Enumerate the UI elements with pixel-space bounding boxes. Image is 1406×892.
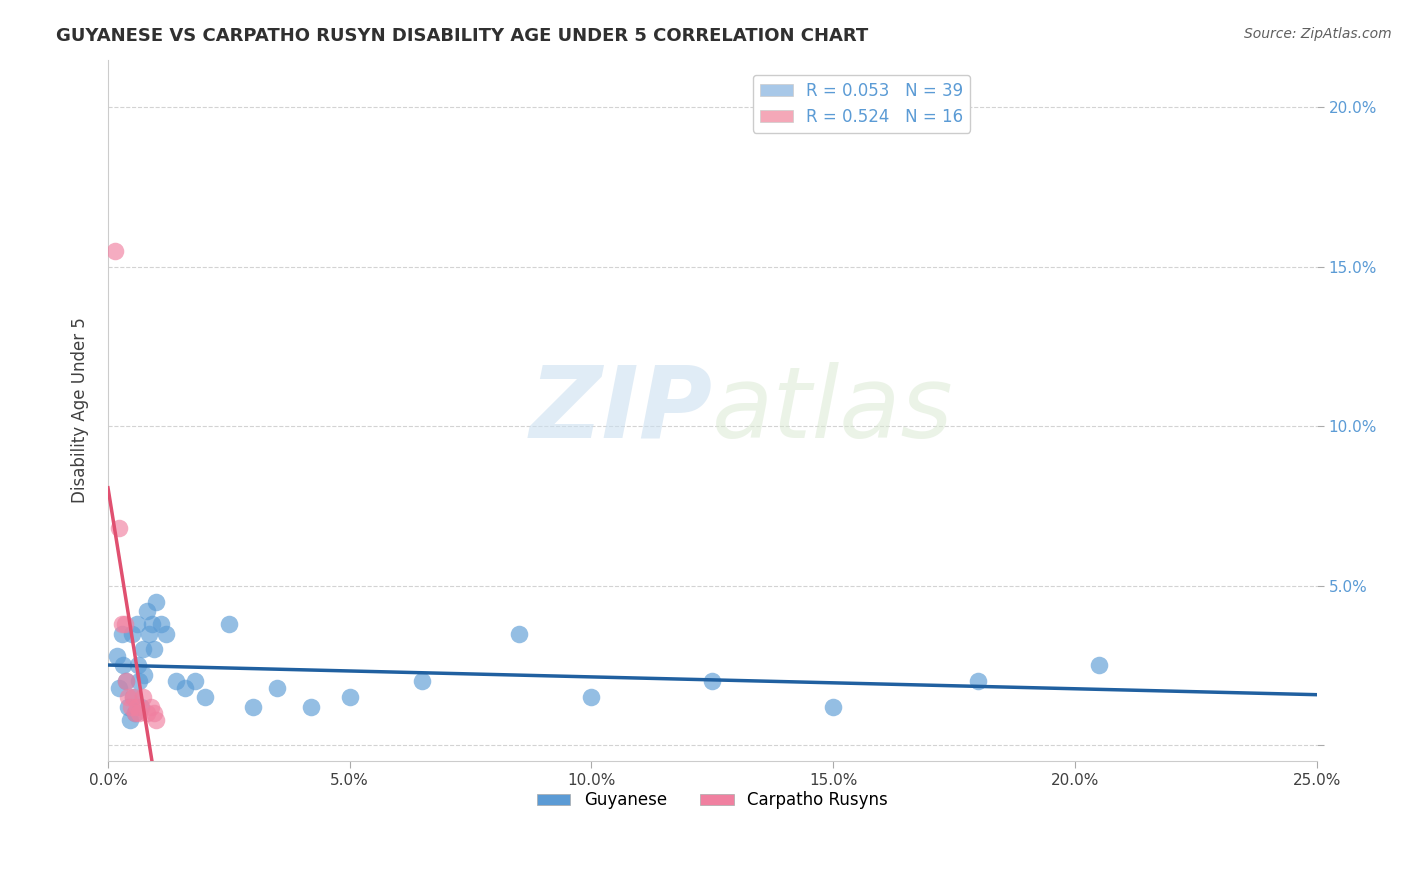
Point — [299, 699, 322, 714]
Point — [134, 668, 156, 682]
Point — [110, 617, 132, 632]
Point — [1088, 658, 1111, 673]
Point — [194, 690, 217, 705]
Point — [165, 674, 187, 689]
Point — [122, 690, 145, 705]
Point — [125, 699, 148, 714]
Text: atlas: atlas — [713, 362, 955, 458]
Point — [174, 681, 197, 695]
Point — [142, 642, 165, 657]
Point — [122, 690, 145, 705]
Point — [117, 699, 139, 714]
Point — [339, 690, 361, 705]
Point — [184, 674, 207, 689]
Point — [508, 626, 530, 640]
Point — [139, 699, 162, 714]
Point — [135, 706, 157, 721]
Point — [115, 674, 138, 689]
Point — [145, 594, 167, 608]
Y-axis label: Disability Age Under 5: Disability Age Under 5 — [72, 318, 89, 503]
Point — [132, 642, 155, 657]
Legend: Guyanese, Carpatho Rusyns: Guyanese, Carpatho Rusyns — [530, 785, 894, 816]
Point — [128, 674, 150, 689]
Point — [138, 626, 160, 640]
Point — [118, 713, 141, 727]
Point — [104, 244, 127, 258]
Point — [141, 617, 163, 632]
Point — [132, 690, 155, 705]
Point — [110, 626, 132, 640]
Point — [128, 706, 150, 721]
Point — [120, 699, 142, 714]
Point — [266, 681, 288, 695]
Point — [105, 648, 128, 663]
Point — [142, 706, 165, 721]
Point — [242, 699, 264, 714]
Point — [145, 713, 167, 727]
Text: Source: ZipAtlas.com: Source: ZipAtlas.com — [1244, 27, 1392, 41]
Text: ZIP: ZIP — [530, 362, 713, 458]
Point — [823, 699, 845, 714]
Point — [127, 658, 149, 673]
Point — [121, 626, 143, 640]
Point — [124, 706, 146, 721]
Text: GUYANESE VS CARPATHO RUSYN DISABILITY AGE UNDER 5 CORRELATION CHART: GUYANESE VS CARPATHO RUSYN DISABILITY AG… — [56, 27, 869, 45]
Point — [702, 674, 724, 689]
Point — [155, 626, 177, 640]
Point — [150, 617, 173, 632]
Point — [129, 699, 152, 714]
Point — [124, 706, 146, 721]
Point — [117, 690, 139, 705]
Point — [114, 617, 136, 632]
Point — [115, 674, 138, 689]
Point — [107, 681, 129, 695]
Point — [411, 674, 433, 689]
Point — [112, 658, 135, 673]
Point — [125, 617, 148, 632]
Point — [581, 690, 603, 705]
Point — [967, 674, 990, 689]
Point — [218, 617, 240, 632]
Point — [135, 604, 157, 618]
Point — [107, 521, 129, 535]
